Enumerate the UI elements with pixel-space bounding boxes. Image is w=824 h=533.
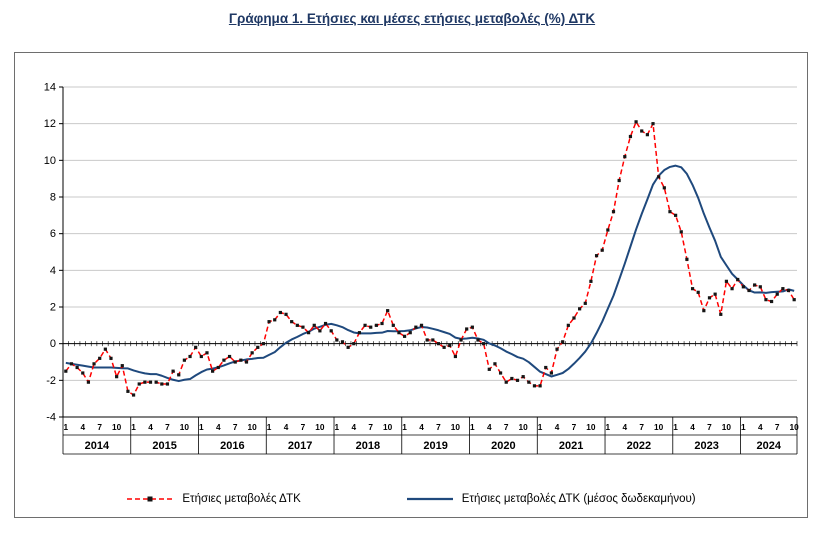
gridlines (63, 86, 797, 381)
svg-text:1: 1 (267, 422, 272, 432)
svg-text:10: 10 (248, 422, 258, 432)
svg-text:4: 4 (555, 422, 560, 432)
svg-text:7: 7 (707, 422, 712, 432)
svg-text:8: 8 (50, 192, 56, 204)
svg-text:2: 2 (50, 302, 56, 314)
svg-text:1: 1 (538, 422, 543, 432)
svg-text:10: 10 (383, 422, 393, 432)
svg-text:4: 4 (487, 422, 492, 432)
svg-text:2019: 2019 (423, 440, 447, 452)
svg-text:2018: 2018 (356, 440, 380, 452)
svg-text:1: 1 (64, 422, 69, 432)
svg-text:4: 4 (758, 422, 763, 432)
svg-text:7: 7 (97, 422, 102, 432)
svg-text:14: 14 (44, 82, 56, 94)
svg-text:12: 12 (44, 118, 56, 130)
svg-text:10: 10 (315, 422, 325, 432)
axes (59, 86, 798, 455)
svg-text:10: 10 (112, 422, 122, 432)
svg-text:1: 1 (199, 422, 204, 432)
svg-text:7: 7 (639, 422, 644, 432)
svg-text:2022: 2022 (627, 440, 651, 452)
annual-series-markers (64, 120, 796, 397)
svg-text:10: 10 (519, 422, 529, 432)
svg-text:2016: 2016 (220, 440, 244, 452)
svg-text:10: 10 (451, 422, 461, 432)
svg-text:0: 0 (50, 338, 56, 350)
chart-legend: Ετήσιες μεταβολές ΔΤΚ Ετήσιες μεταβολές … (15, 493, 807, 505)
svg-text:10: 10 (180, 422, 190, 432)
svg-text:2017: 2017 (288, 440, 312, 452)
svg-text:7: 7 (233, 422, 238, 432)
annual-series-swatch-icon (127, 496, 174, 502)
svg-text:4: 4 (50, 265, 56, 277)
svg-text:7: 7 (165, 422, 170, 432)
svg-text:4: 4 (216, 422, 221, 432)
svg-text:4: 4 (80, 422, 85, 432)
legend-item-average: Ετήσιες μεταβολές ΔΤΚ (μέσος δωδεκαμήνου… (406, 493, 696, 505)
average-series-swatch-icon (406, 497, 453, 501)
svg-text:10: 10 (586, 422, 596, 432)
svg-text:1: 1 (335, 422, 340, 432)
svg-text:2020: 2020 (491, 440, 515, 452)
svg-text:7: 7 (368, 422, 373, 432)
svg-text:10: 10 (654, 422, 664, 432)
svg-text:7: 7 (504, 422, 509, 432)
svg-text:7: 7 (301, 422, 306, 432)
chart-frame: -4 -2 0 2 4 6 8 10 12 14 1 4 7 10 2014 1 4 7 10 2015 1 4 7 10 20… (14, 52, 808, 518)
svg-text:2014: 2014 (85, 440, 110, 452)
svg-text:10: 10 (44, 155, 56, 167)
svg-text:7: 7 (775, 422, 780, 432)
svg-text:-4: -4 (46, 412, 56, 424)
chart-title-text: Γράφημα 1. Ετήσιες και μέσες ετήσιες μετ… (228, 11, 596, 26)
svg-text:1: 1 (470, 422, 475, 432)
svg-text:4: 4 (351, 422, 356, 432)
svg-text:10: 10 (722, 422, 732, 432)
svg-text:2015: 2015 (152, 440, 176, 452)
svg-text:4: 4 (690, 422, 695, 432)
svg-text:2021: 2021 (559, 440, 583, 452)
svg-text:7: 7 (436, 422, 441, 432)
chart-title: Γράφημα 1. Ετήσιες και μέσες ετήσιες μετ… (0, 11, 824, 26)
svg-text:1: 1 (741, 422, 746, 432)
svg-text:4: 4 (148, 422, 153, 432)
svg-text:4: 4 (622, 422, 627, 432)
svg-text:1: 1 (402, 422, 407, 432)
svg-text:1: 1 (673, 422, 678, 432)
svg-text:1: 1 (606, 422, 611, 432)
legend-item-annual: Ετήσιες μεταβολές ΔΤΚ (126, 493, 301, 505)
svg-text:-2: -2 (46, 375, 56, 387)
svg-text:7: 7 (572, 422, 577, 432)
svg-text:6: 6 (50, 228, 56, 240)
legend-label-average: Ετήσιες μεταβολές ΔΤΚ (μέσος δωδεκαμήνου… (461, 493, 696, 505)
series-lines (64, 120, 796, 397)
legend-label-annual: Ετήσιες μεταβολές ΔΤΚ (182, 493, 301, 505)
svg-text:4: 4 (284, 422, 289, 432)
svg-text:10: 10 (790, 422, 800, 432)
svg-text:1: 1 (131, 422, 136, 432)
average-series-line (65, 164, 795, 383)
svg-text:2024: 2024 (757, 440, 782, 452)
annual-series-line (65, 121, 795, 396)
svg-text:4: 4 (419, 422, 424, 432)
svg-text:2023: 2023 (694, 440, 718, 452)
